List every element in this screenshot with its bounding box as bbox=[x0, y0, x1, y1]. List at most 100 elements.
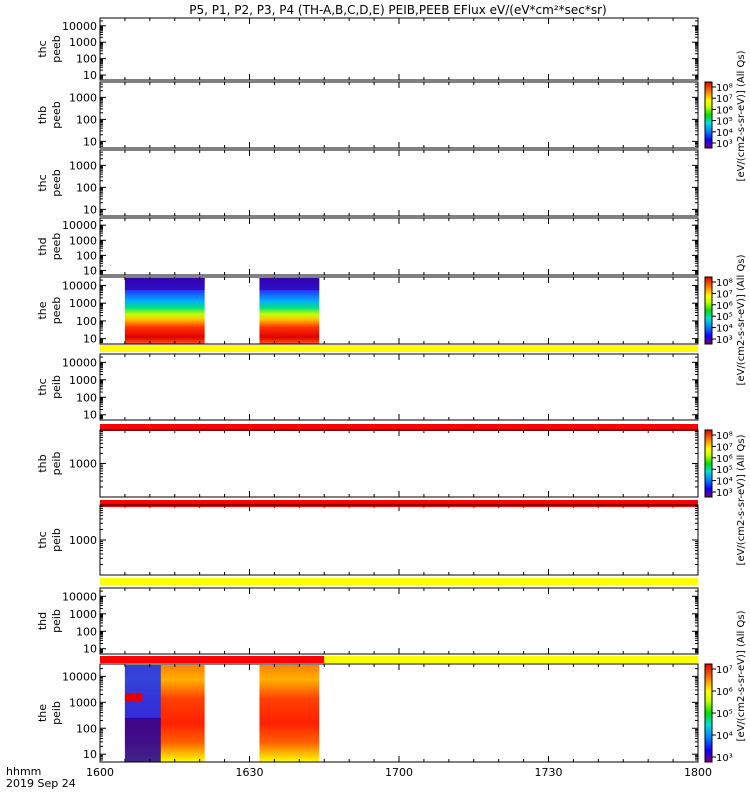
y-tick-label: 10 bbox=[83, 643, 97, 656]
y-tick-label: 100 bbox=[76, 391, 97, 404]
colorbar-gradient bbox=[704, 81, 713, 149]
colorbar-tick-label: 10⁷ bbox=[716, 442, 733, 453]
y-tick-label: 1000 bbox=[69, 374, 97, 387]
y-tick-label: 100 bbox=[76, 315, 97, 328]
y-tick-label: 10 bbox=[83, 748, 97, 761]
panel-thc-peeb: 1000 100 10 thc peeb bbox=[36, 149, 699, 217]
panel-quantity-label: peeb bbox=[50, 35, 63, 63]
colorbar-gradient bbox=[704, 276, 713, 345]
y-tick-label: 10000 bbox=[62, 670, 97, 683]
colorbar-tick-label: 10⁸ bbox=[716, 278, 733, 289]
panel-probe-label: thd bbox=[36, 612, 49, 630]
y-tick-label: 1000 bbox=[69, 36, 97, 49]
panel-probe-label: thc bbox=[36, 40, 49, 57]
colorbar-tick-label: 10⁶ bbox=[716, 687, 733, 698]
y-tick-label: 10 bbox=[83, 333, 97, 346]
panel-probe-label: the bbox=[36, 301, 49, 319]
y-tick-label: 1000 bbox=[69, 696, 97, 709]
y-tick-label: 10000 bbox=[62, 279, 97, 292]
spectrogram-block bbox=[259, 665, 320, 762]
y-tick-label: 1000 bbox=[69, 234, 97, 247]
y-tick-label: 10000 bbox=[62, 590, 97, 603]
panel-probe-label: thc bbox=[36, 174, 49, 191]
panel-frame bbox=[99, 353, 699, 421]
status-bar bbox=[100, 345, 698, 352]
y-tick-label: 10 bbox=[83, 409, 97, 422]
colorbar-label: [eV/(cm2-s-sr-eV)] (All Qs) bbox=[736, 50, 747, 181]
panel-quantity-label: peeb bbox=[50, 169, 63, 197]
panel-quantity-label: peeb bbox=[50, 297, 63, 325]
colorbar-tick-label: 10⁸ bbox=[716, 83, 733, 94]
spectrogram-feature bbox=[124, 278, 205, 291]
y-tick-label: 1000 bbox=[69, 534, 97, 547]
status-bar bbox=[100, 578, 698, 585]
panel-quantity-label: peib bbox=[50, 452, 63, 476]
panel-probe-label: thc bbox=[36, 378, 49, 395]
colorbar-gradient bbox=[704, 663, 713, 763]
panel-frame bbox=[99, 429, 699, 498]
y-tick-label: 100 bbox=[76, 181, 97, 194]
chart-title: P5, P1, P2, P3, P4 (TH-A,B,C,D,E) PEIB,P… bbox=[189, 3, 606, 17]
panel-quantity-label: peib bbox=[50, 701, 63, 725]
status-bar bbox=[100, 500, 698, 507]
colorbar-tick-label: 10⁵ bbox=[716, 312, 733, 323]
panel-the-peib: 10000 1000 100 10 the peib bbox=[36, 663, 699, 763]
colorbar-tick-label: 10⁶ bbox=[716, 454, 733, 465]
colorbar-tick-label: 10⁴ bbox=[716, 731, 733, 742]
time-label-hhmm: hhmm bbox=[6, 765, 41, 778]
spectrogram-feature bbox=[124, 693, 143, 702]
colorbar-tick-label: 10³ bbox=[716, 335, 733, 346]
x-tick-label: 1700 bbox=[385, 766, 413, 779]
colorbar-tick-label: 10³ bbox=[716, 139, 733, 150]
y-tick-label: 1000 bbox=[69, 159, 97, 172]
panel-probe-label: thd bbox=[36, 237, 49, 255]
y-tick-label: 10 bbox=[83, 264, 97, 277]
panel-quantity-label: peeb bbox=[50, 233, 63, 261]
colorbar-tick-label: 10⁶ bbox=[716, 105, 733, 116]
y-tick-label: 10 bbox=[83, 135, 97, 148]
panel-the-peeb: 10000 1000 100 10 the peeb bbox=[36, 276, 699, 352]
colorbar-tick-label: 10⁷ bbox=[716, 665, 733, 676]
spectrogram-feature bbox=[124, 717, 161, 762]
colorbar-tick-label: 10⁸ bbox=[716, 431, 733, 442]
y-tick-label: 100 bbox=[76, 249, 97, 262]
panel-frame bbox=[99, 217, 699, 276]
status-bar-segment bbox=[324, 656, 698, 663]
colorbar-tick-label: 10⁵ bbox=[716, 465, 733, 476]
panel-frame bbox=[99, 81, 699, 149]
panel-quantity-label: peib bbox=[50, 375, 63, 399]
colorbar-tick-label: 10⁴ bbox=[716, 324, 733, 335]
panel-probe-label: thc bbox=[36, 531, 49, 548]
panel-quantity-label: peeb bbox=[50, 101, 63, 129]
y-tick-label: 10000 bbox=[62, 219, 97, 232]
colorbar-tick-label: 10⁵ bbox=[716, 709, 733, 720]
y-tick-label: 10000 bbox=[62, 356, 97, 369]
y-tick-label: 100 bbox=[76, 113, 97, 126]
colorbar-tick-label: 10³ bbox=[716, 753, 733, 764]
colorbar-tick-label: 10⁷ bbox=[716, 94, 733, 105]
colorbar-tick-label: 10⁴ bbox=[716, 477, 733, 488]
panel-thc-peeb: 10000 1000 100 10 thc peeb bbox=[36, 17, 699, 82]
y-tick-label: 1000 bbox=[69, 297, 97, 310]
colorbar-tick-label: 10⁷ bbox=[716, 289, 733, 300]
panel-frame bbox=[99, 149, 699, 217]
x-tick-label: 1630 bbox=[236, 766, 264, 779]
panel-thb-peib: 1000 thb peib bbox=[36, 429, 699, 507]
y-tick-label: 100 bbox=[76, 53, 97, 66]
colorbar-gradient bbox=[704, 429, 713, 498]
panel-quantity-label: peib bbox=[50, 609, 63, 633]
panel-frame bbox=[99, 587, 699, 655]
x-tick-label: 1600 bbox=[86, 766, 114, 779]
y-tick-label: 10000 bbox=[62, 20, 97, 33]
panel-probe-label: thb bbox=[36, 106, 49, 124]
panel-frame bbox=[99, 17, 699, 81]
panel-thd-peeb: 10000 1000 100 10 thd peeb bbox=[36, 217, 699, 277]
panel-frame bbox=[99, 504, 699, 576]
x-tick-label: 1800 bbox=[684, 766, 712, 779]
